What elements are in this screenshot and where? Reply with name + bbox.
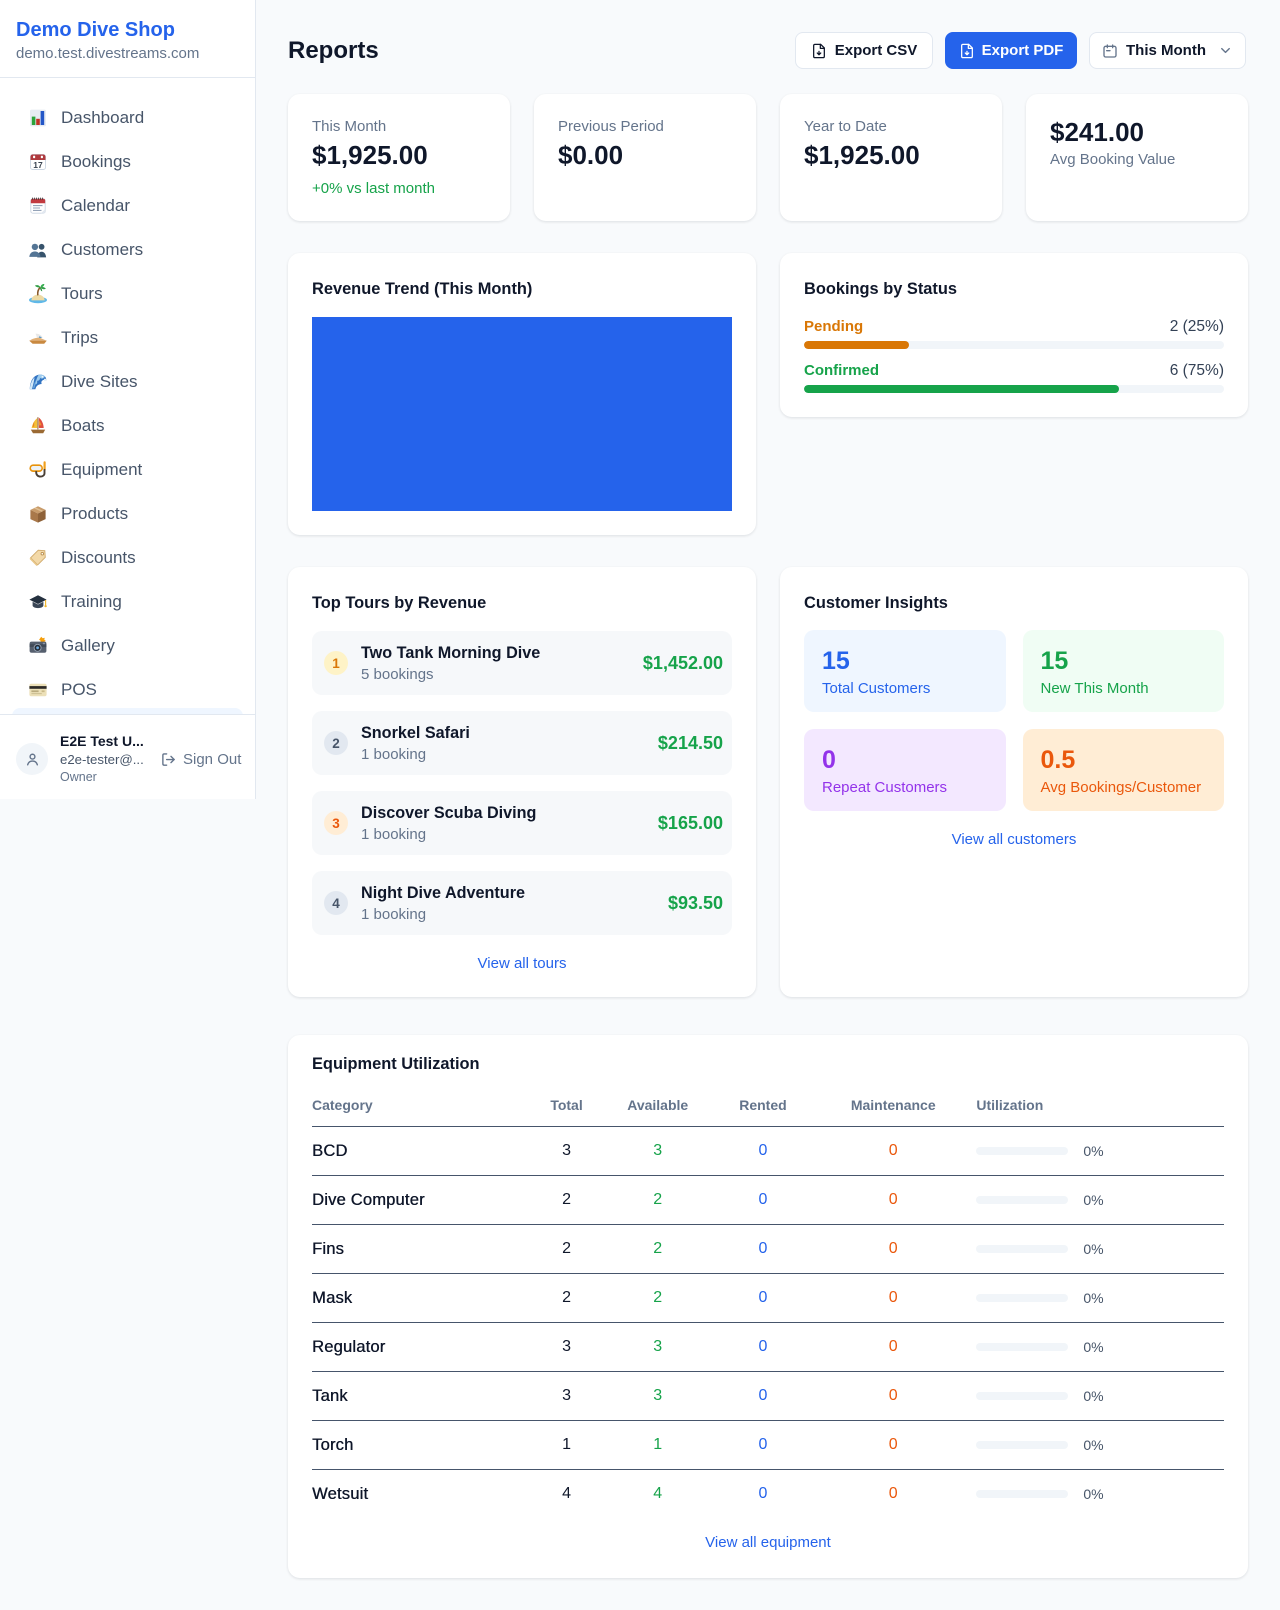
svg-text:17: 17 bbox=[33, 160, 43, 170]
